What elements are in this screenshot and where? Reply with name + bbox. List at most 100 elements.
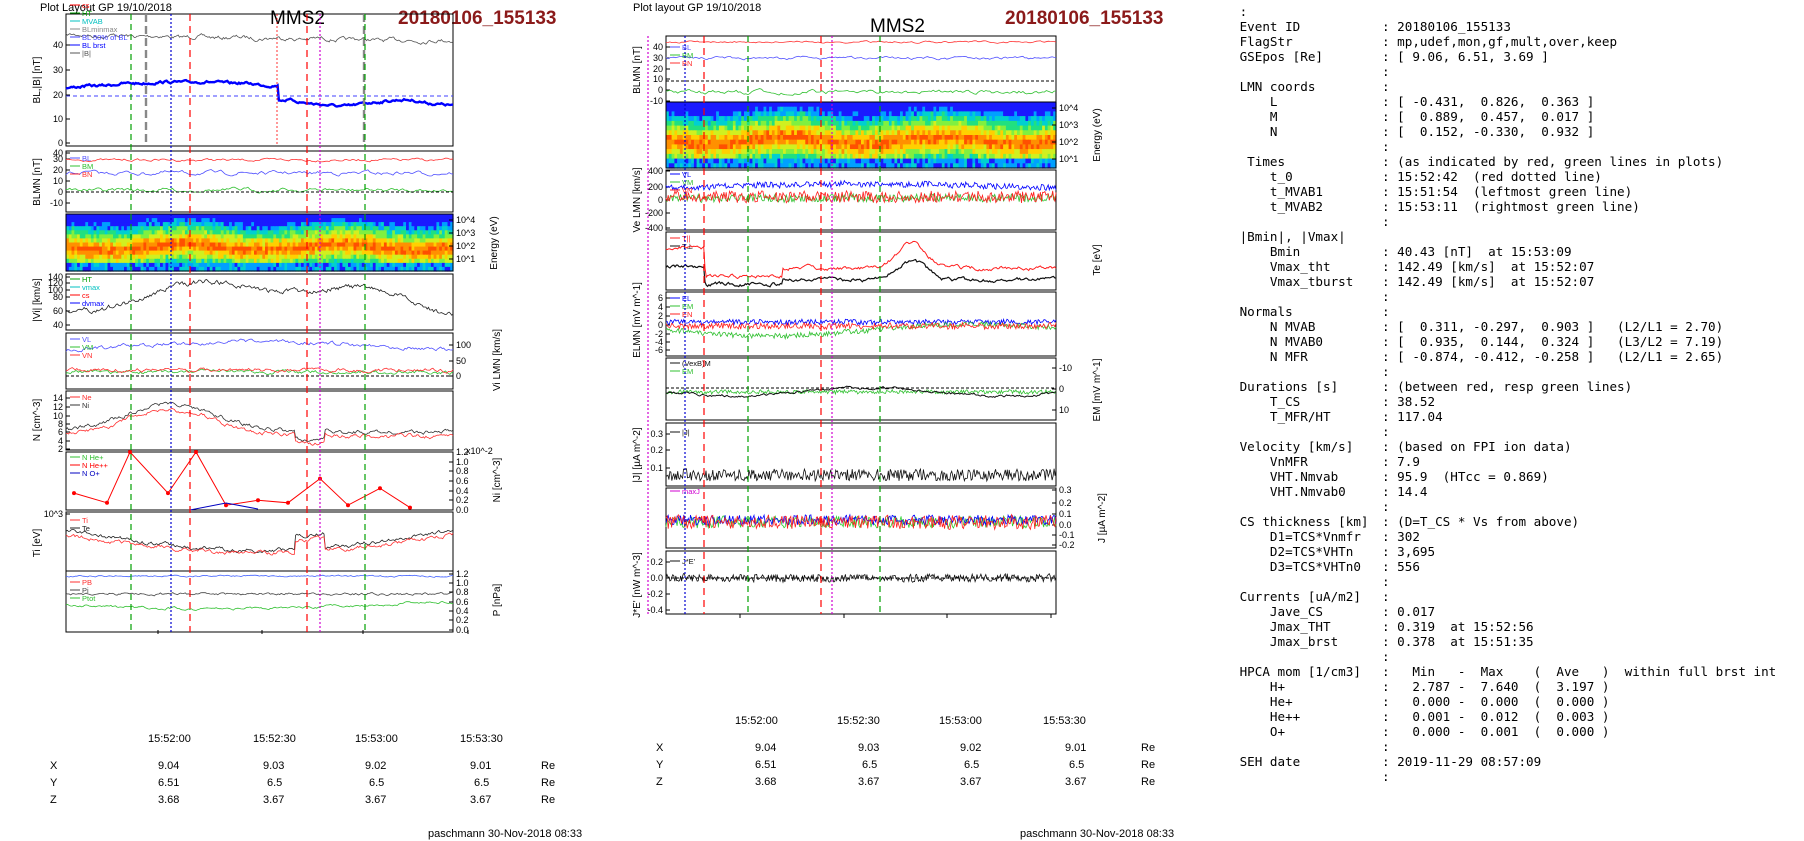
spectrogram-cell [146, 238, 150, 244]
spectrogram-cell [121, 218, 125, 223]
spectrogram-cell [975, 130, 979, 136]
spectrogram-cell [406, 250, 410, 256]
spectrogram-cell [849, 139, 854, 145]
spectrogram-cell [209, 226, 214, 231]
spectrogram-cell [1044, 139, 1049, 145]
spectrogram-cell [88, 214, 92, 219]
spectrogram-cell [886, 111, 890, 117]
spectrogram-cell [229, 258, 233, 264]
spectrogram-cell [204, 222, 208, 227]
spectrogram-cell [1022, 144, 1026, 150]
spectrogram-cell [245, 214, 250, 219]
spectrogram-cell [941, 120, 946, 127]
spectrogram-cell [90, 242, 95, 248]
spectrogram-cell [855, 135, 859, 141]
spectrogram-cell [101, 246, 106, 252]
spectrogram-cell [833, 120, 837, 127]
spectrogram-cell [810, 120, 815, 127]
series-BL-right [665, 40, 1057, 44]
spectrogram-cell [273, 262, 277, 268]
spectrogram-cell [791, 158, 795, 164]
spectrogram-cell [345, 250, 349, 256]
spectrogram-cell [1000, 144, 1004, 150]
spectrogram-cell [989, 106, 993, 112]
info-key: Times [1232, 154, 1286, 169]
spectrogram-cell [835, 111, 840, 117]
spectrogram-cell [755, 135, 759, 141]
spectrogram-cell [947, 106, 951, 112]
spectrogram-cell [866, 153, 870, 160]
spectrogram-cell [201, 222, 205, 227]
info-key: N MFR [1232, 349, 1308, 364]
spectrogram-cell [301, 230, 305, 235]
spectrogram-cell [755, 120, 759, 127]
spectrogram-cell [824, 111, 829, 117]
spectrogram-cell [245, 246, 250, 252]
spectrogram-cell [685, 158, 689, 164]
spectrogram-cell [900, 135, 904, 141]
spectrogram-cell [256, 250, 261, 256]
spectrogram-cell [900, 125, 904, 131]
spectrogram-cell [947, 111, 951, 117]
info-row: t_0: 15:52:42 (red dotted line) [1232, 169, 1776, 184]
spectrogram-cell [771, 149, 776, 155]
spectrogram-cell [710, 130, 714, 136]
spectrogram-cell [115, 230, 120, 235]
spectrogram-cell [822, 135, 826, 141]
spectrogram-cell [256, 266, 261, 272]
spectrogram-cell [674, 153, 678, 160]
spectrogram-cell [370, 222, 374, 227]
spectrogram-cell [810, 135, 815, 141]
spectrogram-cell [370, 266, 374, 272]
spectrogram-cell [1047, 139, 1051, 145]
spectrogram-cell [71, 262, 75, 268]
spectrogram-cell [847, 102, 851, 108]
spectrogram-cell [212, 254, 216, 260]
spectrogram-cell [394, 246, 399, 252]
spectrogram-cell [816, 106, 820, 112]
spectrogram-cell [107, 214, 111, 219]
spectrogram-cell [847, 135, 851, 141]
spectrogram-cell [721, 116, 726, 122]
spectrogram-cell [441, 262, 446, 268]
spectrogram-cell [256, 226, 261, 231]
spectrogram-cell [135, 218, 139, 223]
spectrogram-cell [794, 144, 798, 150]
right-plot-header: Plot layout GP 19/10/2018 [633, 2, 762, 14]
spectrogram-cell [287, 234, 291, 240]
spectrogram-cell [1022, 149, 1026, 155]
spectrogram-cell [160, 218, 164, 223]
spectrogram-cell [295, 230, 299, 235]
info-row: : [1232, 214, 1776, 229]
spectrogram-cell [411, 238, 415, 244]
left-spacecraft-title: MMS2 [270, 8, 325, 29]
spectrogram-cell [780, 139, 784, 145]
spectrogram-cell [157, 214, 161, 219]
spectrogram-cell [411, 254, 415, 260]
spectrogram-cell [71, 222, 75, 227]
spectrogram-cell [1019, 158, 1024, 164]
spectrogram-cell [218, 218, 222, 223]
spectrogram-cell [819, 102, 823, 108]
spectrogram-cell [939, 139, 943, 145]
spectrogram-cell [93, 234, 97, 240]
spectrogram-cell [838, 106, 843, 112]
spectrogram-cell [195, 230, 200, 235]
spectrogram-cell [978, 163, 982, 169]
spectrogram-cell [444, 234, 449, 240]
spectrogram-cell [696, 163, 700, 169]
y-tick-label: 0.4 [456, 486, 469, 496]
spectrogram-cell [328, 214, 332, 219]
spectrogram-cell [287, 218, 291, 223]
spectrogram-cell [760, 116, 765, 122]
spectrogram-cell [1019, 139, 1024, 145]
spectrogram-cell [975, 139, 979, 145]
spectrogram-cell [245, 230, 250, 235]
spectrogram-cell [1047, 116, 1051, 122]
spectrogram-cell [989, 102, 993, 108]
y-tick-label: -200 [645, 208, 663, 218]
spectrogram-cell [184, 234, 189, 240]
spectrogram-cell [735, 106, 739, 112]
spectrogram-cell [808, 149, 812, 155]
spectrogram-cell [744, 130, 748, 136]
